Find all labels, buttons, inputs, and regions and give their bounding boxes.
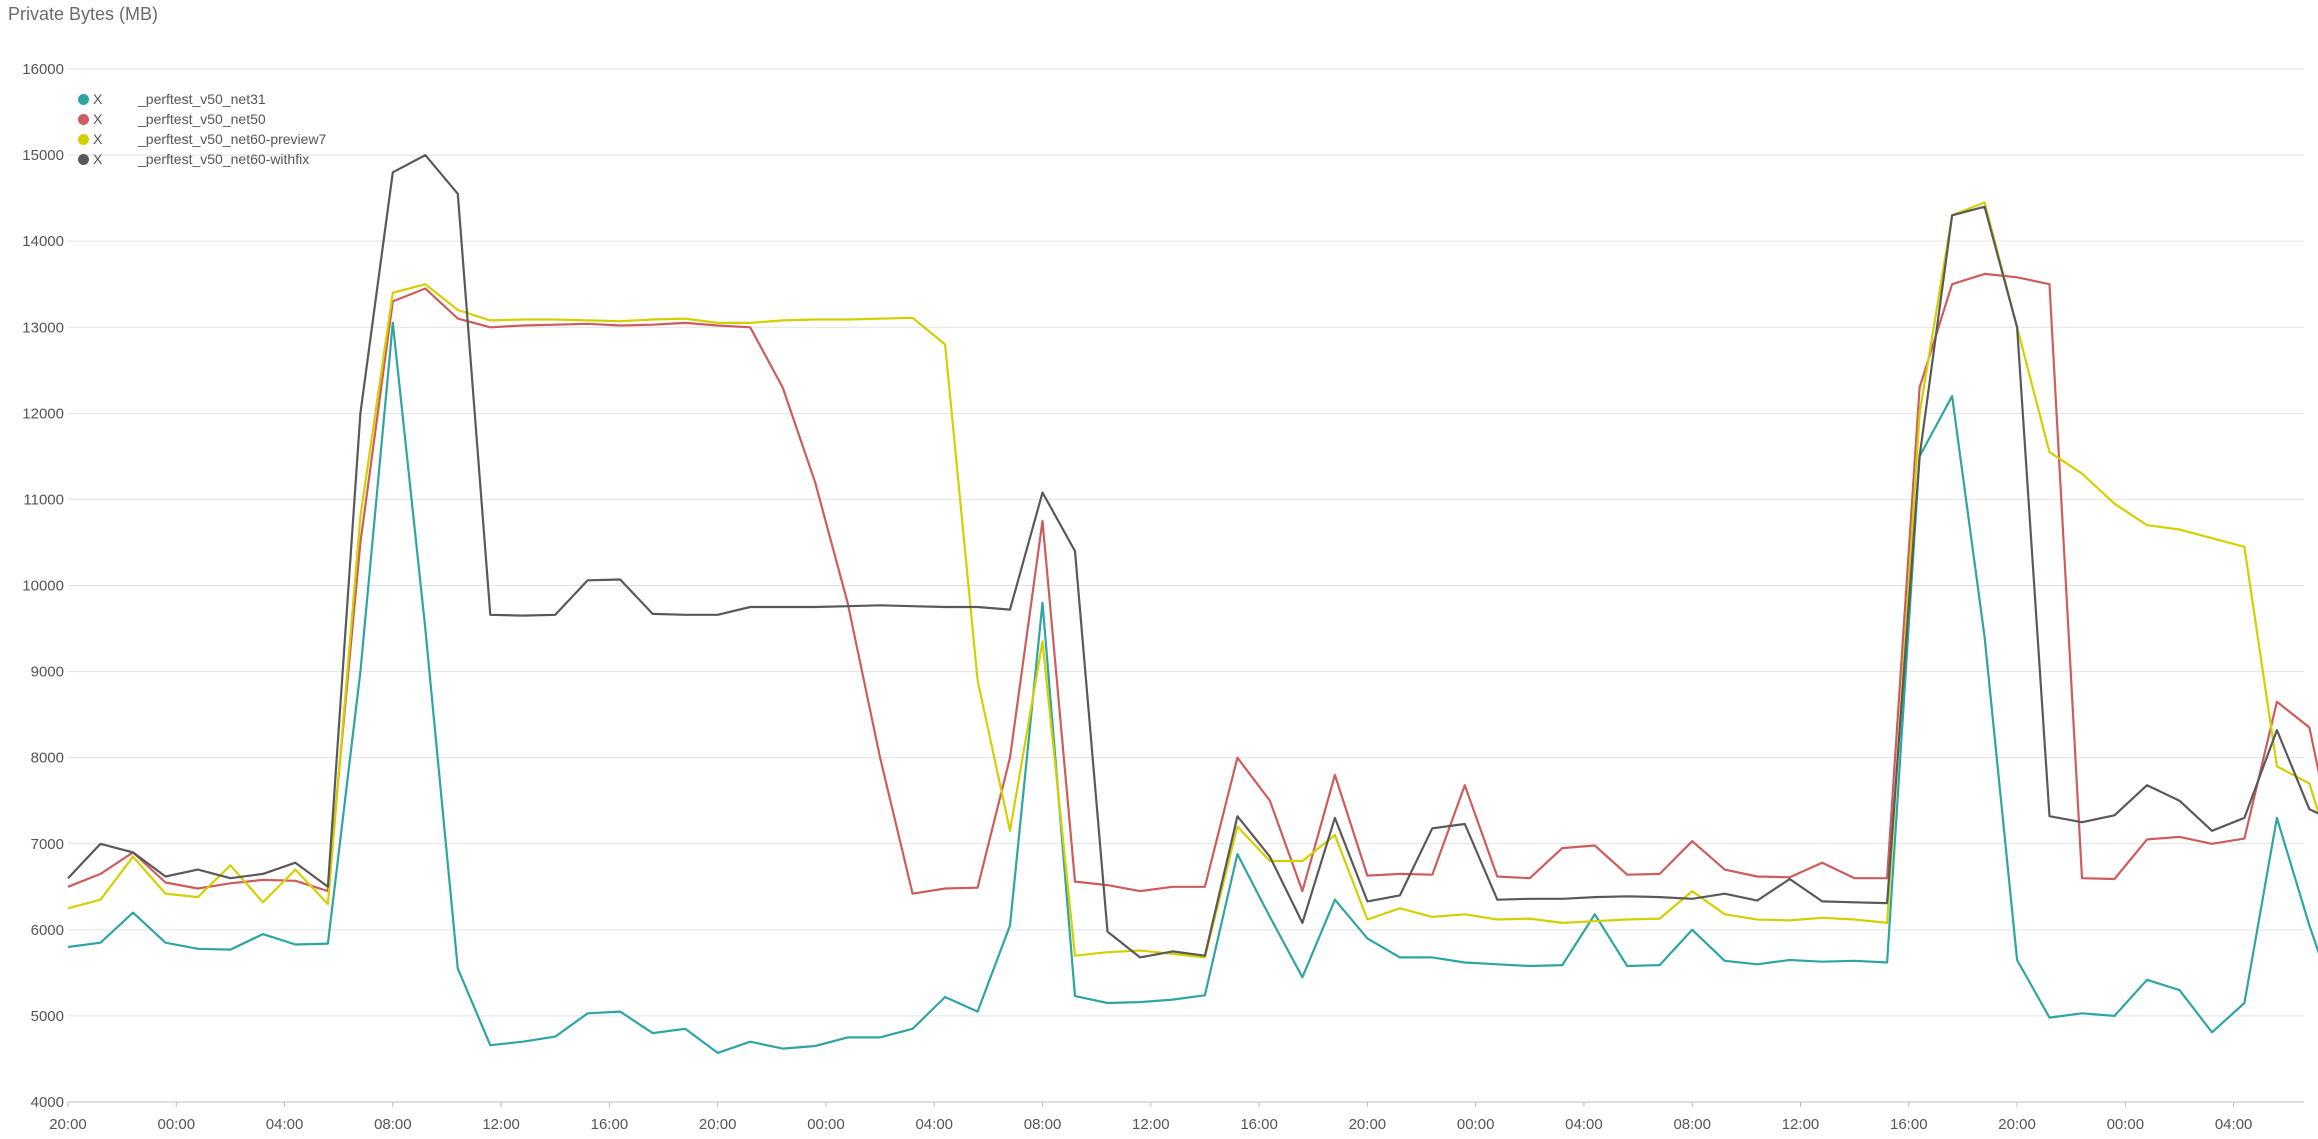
x-tick-label: 00:00 xyxy=(2107,1116,2145,1133)
x-tick-label: 04:00 xyxy=(2215,1116,2253,1133)
y-tick-label: 14000 xyxy=(22,233,64,250)
x-tick-label: 16:00 xyxy=(1240,1116,1278,1133)
x-tick-label: 12:00 xyxy=(1132,1116,1170,1133)
y-axis: 4000 5000 6000 7000 8000 9000 10000 11000 12000 1… xyxy=(22,61,64,1111)
legend-prefix: X xyxy=(93,111,103,127)
legend-dot-icon xyxy=(78,154,89,165)
y-tick-label: 4000 xyxy=(31,1094,64,1111)
x-tick-label: 00:00 xyxy=(1457,1116,1495,1133)
series-line-2[interactable] xyxy=(67,119,2318,959)
legend-dot-icon xyxy=(78,94,89,105)
legend-prefix: X xyxy=(93,91,103,107)
legend-label: _perftest_v50_net50 xyxy=(138,111,266,127)
x-tick-label: 16:00 xyxy=(591,1116,629,1133)
y-tick-label: 7000 xyxy=(31,836,64,853)
x-axis: 20:00 00:00 04:00 08:00 12:00 16:00 20:00 00:00… xyxy=(49,1101,2304,1133)
y-tick-label: 16000 xyxy=(22,61,64,78)
x-tick-label: 20:00 xyxy=(49,1116,87,1133)
series-line-3[interactable] xyxy=(67,151,2318,971)
series-line-0[interactable] xyxy=(67,254,2318,1055)
y-tick-label: 6000 xyxy=(31,922,64,939)
legend-label: _perftest_v50_net60-preview7 xyxy=(138,131,327,147)
y-tick-label: 5000 xyxy=(31,1008,64,1025)
x-tick-label: 20:00 xyxy=(699,1116,737,1133)
grid-lines xyxy=(68,68,2304,1103)
legend-prefix: X xyxy=(93,131,103,147)
series-line-1[interactable] xyxy=(67,190,2318,895)
chart-title: Private Bytes (MB) xyxy=(8,4,159,24)
y-tick-label: 9000 xyxy=(31,664,64,681)
x-tick-label: 16:00 xyxy=(1890,1116,1928,1133)
series-lines xyxy=(67,119,2318,1055)
x-tick-label: 08:00 xyxy=(1024,1116,1062,1133)
x-tick-label: 04:00 xyxy=(915,1116,953,1133)
x-tick-label: 12:00 xyxy=(482,1116,520,1133)
legend-label: _perftest_v50_net60-withfix xyxy=(138,151,310,167)
y-tick-label: 10000 xyxy=(22,578,64,595)
x-tick-label: 04:00 xyxy=(1565,1116,1603,1133)
y-tick-label: 11000 xyxy=(23,491,64,508)
x-tick-label: 00:00 xyxy=(158,1116,196,1133)
legend-prefix: X xyxy=(93,151,103,167)
y-tick-label: 15000 xyxy=(22,147,64,164)
x-tick-label: 20:00 xyxy=(1349,1116,1387,1133)
legend-label: _perftest_v50_net31 xyxy=(138,91,266,107)
x-tick-label: 08:00 xyxy=(374,1116,412,1133)
x-tick-label: 12:00 xyxy=(1782,1116,1820,1133)
x-tick-label: 04:00 xyxy=(266,1116,304,1133)
legend-dot-icon xyxy=(78,134,89,145)
x-tick-label: 08:00 xyxy=(1673,1116,1711,1133)
y-tick-label: 13000 xyxy=(22,319,64,336)
y-tick-label: 8000 xyxy=(31,750,64,767)
x-tick-label: 20:00 xyxy=(1998,1116,2036,1133)
x-tick-label: 00:00 xyxy=(807,1116,845,1133)
legend-dot-icon xyxy=(78,114,89,125)
y-tick-label: 12000 xyxy=(22,405,64,422)
